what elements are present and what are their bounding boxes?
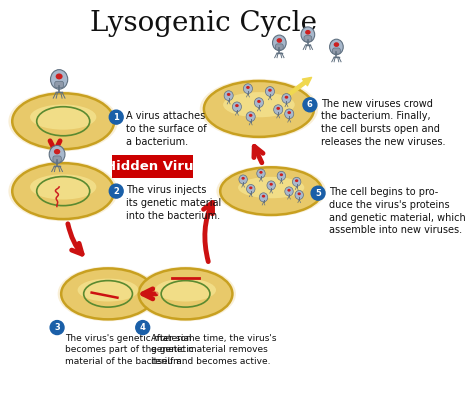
Ellipse shape	[262, 195, 265, 198]
Ellipse shape	[30, 104, 96, 129]
Ellipse shape	[135, 266, 236, 321]
Ellipse shape	[259, 171, 263, 174]
Ellipse shape	[298, 192, 301, 195]
Text: 5: 5	[315, 189, 321, 198]
Text: Lysogenic Cycle: Lysogenic Cycle	[91, 10, 318, 37]
Circle shape	[50, 321, 64, 335]
Ellipse shape	[301, 27, 315, 42]
Ellipse shape	[285, 96, 288, 99]
Ellipse shape	[268, 89, 272, 92]
Ellipse shape	[243, 84, 253, 94]
Ellipse shape	[295, 190, 303, 199]
Ellipse shape	[155, 279, 216, 302]
Ellipse shape	[227, 93, 230, 96]
Ellipse shape	[55, 74, 63, 79]
Text: The cell begins to pro-
duce the virus's proteins
and genetic material, which
as: The cell begins to pro- duce the virus's…	[329, 187, 466, 236]
Ellipse shape	[273, 35, 286, 51]
Ellipse shape	[334, 42, 339, 47]
Ellipse shape	[54, 149, 60, 155]
Ellipse shape	[285, 187, 293, 196]
Ellipse shape	[216, 166, 326, 217]
Circle shape	[303, 98, 317, 112]
Ellipse shape	[232, 102, 241, 112]
Text: The new viruses crowd
the bacterium. Finally,
the cell bursts open and
releases : The new viruses crowd the bacterium. Fin…	[321, 99, 446, 147]
Ellipse shape	[235, 104, 239, 107]
Ellipse shape	[329, 39, 343, 55]
Text: 1: 1	[113, 113, 119, 122]
FancyBboxPatch shape	[333, 48, 340, 54]
Ellipse shape	[49, 145, 65, 163]
Ellipse shape	[9, 91, 118, 151]
Ellipse shape	[270, 183, 273, 186]
Ellipse shape	[265, 87, 274, 96]
Ellipse shape	[282, 94, 291, 103]
Ellipse shape	[259, 193, 268, 202]
Ellipse shape	[61, 268, 155, 319]
Text: After some time, the virus's
genetic material removes
itself and becomes active.: After some time, the virus's genetic mat…	[151, 334, 276, 366]
Ellipse shape	[277, 171, 285, 180]
Ellipse shape	[30, 174, 96, 199]
Circle shape	[109, 110, 123, 124]
Ellipse shape	[78, 279, 138, 302]
Ellipse shape	[280, 173, 283, 176]
Ellipse shape	[257, 100, 261, 103]
Ellipse shape	[305, 30, 310, 35]
Ellipse shape	[292, 177, 301, 186]
Ellipse shape	[267, 181, 275, 190]
Ellipse shape	[139, 268, 232, 319]
FancyBboxPatch shape	[304, 36, 312, 42]
Circle shape	[136, 321, 150, 335]
Ellipse shape	[295, 179, 298, 182]
Text: The virus injects
its genetic material
into the bacterium.: The virus injects its genetic material i…	[126, 185, 221, 221]
Text: 2: 2	[113, 187, 119, 196]
FancyBboxPatch shape	[112, 155, 193, 178]
FancyBboxPatch shape	[53, 156, 61, 162]
Ellipse shape	[287, 189, 291, 192]
Ellipse shape	[249, 114, 253, 117]
Ellipse shape	[246, 112, 255, 122]
Circle shape	[311, 186, 325, 200]
Ellipse shape	[246, 86, 250, 89]
Ellipse shape	[276, 38, 282, 43]
Ellipse shape	[9, 161, 118, 221]
Ellipse shape	[239, 175, 247, 184]
Ellipse shape	[241, 177, 245, 180]
Ellipse shape	[287, 111, 291, 114]
Ellipse shape	[257, 169, 265, 178]
Ellipse shape	[12, 93, 114, 149]
Text: Hidden Virus: Hidden Virus	[105, 160, 201, 173]
Ellipse shape	[58, 266, 158, 321]
Ellipse shape	[246, 185, 255, 194]
Ellipse shape	[12, 163, 114, 219]
Ellipse shape	[220, 167, 322, 215]
Text: A virus attaches
to the surface of
a bacterium.: A virus attaches to the surface of a bac…	[126, 111, 206, 147]
Ellipse shape	[238, 177, 304, 198]
Ellipse shape	[255, 98, 264, 108]
Ellipse shape	[200, 79, 318, 139]
Circle shape	[109, 184, 123, 198]
Ellipse shape	[223, 92, 295, 117]
FancyBboxPatch shape	[275, 44, 283, 50]
Text: 3: 3	[54, 323, 60, 332]
Ellipse shape	[273, 105, 283, 115]
FancyBboxPatch shape	[55, 81, 64, 88]
Ellipse shape	[249, 187, 253, 189]
Ellipse shape	[285, 109, 294, 119]
Text: 6: 6	[307, 100, 313, 109]
Ellipse shape	[276, 107, 280, 110]
Ellipse shape	[204, 81, 314, 137]
Ellipse shape	[51, 69, 68, 89]
FancyArrowPatch shape	[283, 77, 311, 100]
Text: The virus's genetic material
becomes part of the genetic
material of the bacteri: The virus's genetic material becomes par…	[65, 334, 194, 366]
Text: 4: 4	[140, 323, 146, 332]
Ellipse shape	[224, 91, 233, 101]
